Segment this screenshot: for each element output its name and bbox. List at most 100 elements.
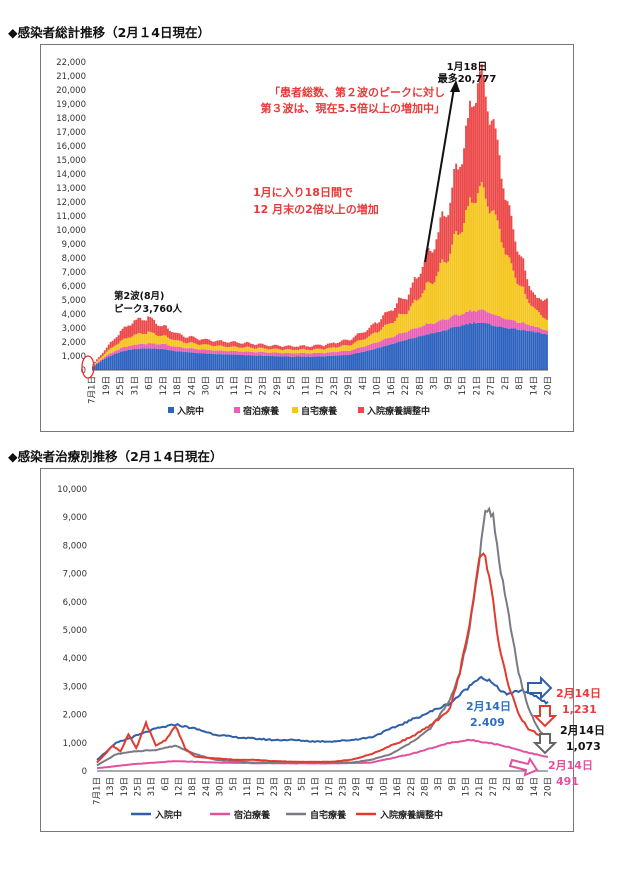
gray-annotation-value: 1,073 [566,740,601,753]
bar-segment [247,342,250,347]
bar-segment [218,354,221,370]
bar-segment [472,310,475,323]
bar-segment [168,350,171,370]
bar-segment [216,354,219,370]
bar-segment [218,340,221,346]
bar-segment [265,352,268,356]
bar-segment [151,348,154,370]
bar-segment [99,361,102,370]
bar-segment [506,255,509,320]
x-tick-label: 16日 [393,777,403,796]
bar-segment [113,338,116,346]
bar-segment [344,350,347,356]
bar-segment [445,319,448,331]
bar-segment [109,353,112,356]
y-tick-label: 22,000 [56,58,86,68]
bar-segment [178,340,181,347]
bar-segment [482,187,485,310]
legend-swatch [358,407,364,413]
bar-segment [372,323,375,334]
bar-segment [182,336,185,343]
bar-segment [259,343,262,348]
bar-segment [267,346,270,350]
bar-segment [403,340,406,370]
bar-segment [536,332,539,370]
y-tick-label: 2,000 [62,338,86,348]
bar-segment [210,353,213,370]
bar-segment [92,366,94,370]
bar-segment [163,325,165,336]
bar-segment [348,345,351,351]
bar-segment [301,352,304,357]
legend-label: 入院療養調整中 [366,405,430,417]
bar-segment [396,334,398,343]
bar-segment [309,350,312,354]
bar-segment [443,216,446,263]
bar-segment [484,323,487,370]
bar-segment [498,155,501,229]
bar-segment [238,343,240,348]
bar-segment [546,319,548,331]
x-tick-label: 23日 [339,777,349,796]
bar-segment [103,353,106,357]
bar-segment [455,326,458,370]
bar-segment [482,309,485,323]
bar-segment [490,314,493,326]
bar-segment [137,344,140,350]
bar-segment [313,349,315,353]
bar-segment [180,334,183,342]
bar-segment [212,341,215,347]
bar-segment [512,328,515,370]
bar-segment [421,326,424,336]
bar-segment [129,325,132,338]
bar-segment [538,332,541,370]
bar-segment [328,347,331,353]
y-tick-label: 20,000 [56,86,86,96]
bar-segment [484,311,487,324]
bar-segment [488,312,491,324]
bar-segment [427,334,430,370]
bar-segment [544,318,546,330]
bar-segment [534,294,537,309]
bar-segment [510,319,513,329]
x-tick-label: 30日 [202,376,212,395]
bar-segment [119,351,122,370]
bar-segment [182,342,185,349]
bar-segment [319,348,321,353]
bar-segment [332,355,335,370]
bar-segment [471,323,473,370]
bar-segment [228,342,231,348]
bar-segment [206,338,209,345]
bar-segment [176,351,179,370]
bar-segment [362,351,365,370]
bar-segment [372,349,375,370]
bar-segment [486,312,489,324]
bar-segment [263,344,266,349]
bar-segment [374,342,377,350]
x-tick-label: 27日 [487,376,497,395]
bar-segment [397,333,400,342]
bar-segment [342,355,345,370]
bar-segment [157,348,160,370]
y-tick-label: 3,000 [62,324,86,334]
bar-segment [216,340,219,346]
bar-segment [141,320,144,334]
x-tick-label: 22日 [407,777,417,796]
bar-segment [409,329,412,339]
bar-segment [242,343,244,348]
bar-segment [449,202,452,254]
bar-segment [384,312,387,325]
bar-segment [455,314,458,327]
bar-segment [409,287,412,307]
bar-segment [356,352,359,370]
bar-segment [168,330,171,339]
bar-segment [141,344,144,349]
bar-segment [285,345,288,350]
bar-segment [362,339,365,347]
bar-segment [214,354,217,370]
bar-segment [338,351,341,356]
bar-segment [261,355,264,370]
bar-segment [504,328,507,370]
bar-segment [129,337,132,347]
bar-segment [111,355,114,370]
